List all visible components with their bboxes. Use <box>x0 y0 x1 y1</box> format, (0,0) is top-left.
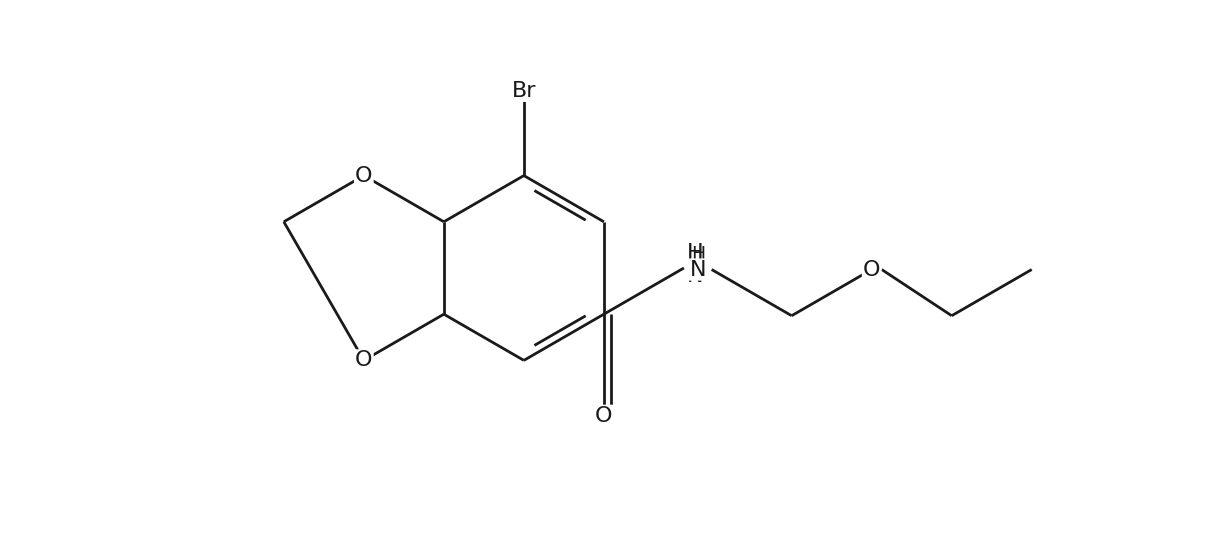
Text: O: O <box>355 351 373 370</box>
Text: H
N: H N <box>687 242 704 286</box>
Text: O: O <box>355 166 373 185</box>
Text: H: H <box>691 245 705 264</box>
Text: Br: Br <box>512 81 536 101</box>
Text: N: N <box>690 259 705 279</box>
Text: O: O <box>595 406 612 426</box>
Text: O: O <box>863 259 881 279</box>
